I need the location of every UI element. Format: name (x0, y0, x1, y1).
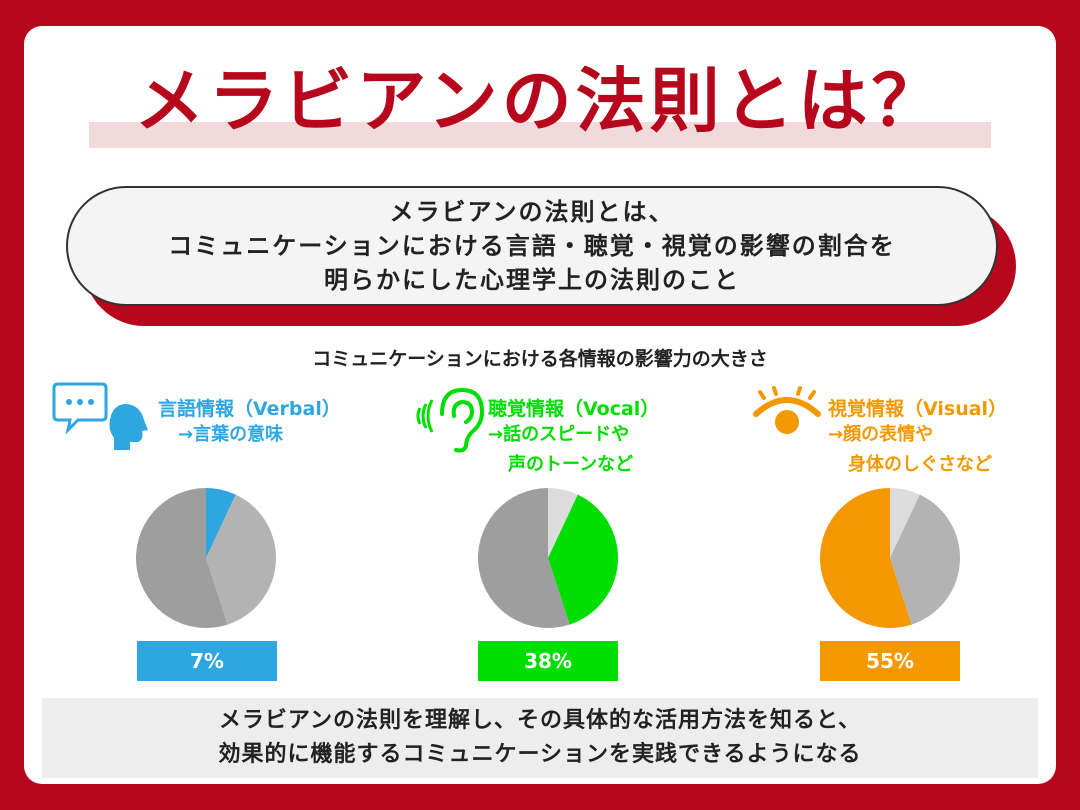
conclusion-box: メラビアンの法則を理解し、その具体的な活用方法を知ると、 効果的に機能するコミュ… (42, 698, 1038, 778)
pie-slice-0-0 (206, 488, 236, 558)
verbal-percent-label: 7% (137, 641, 277, 681)
vocal-description-line-1: →話のスピードや (488, 424, 630, 445)
visual-pie-chart (820, 488, 960, 628)
vocal-title: 聴覚情報（Vocal） (488, 398, 660, 420)
speech-bubble-head-icon (52, 382, 148, 450)
chart-title: コミュニケーションにおける各情報の影響力の大きさ (312, 348, 768, 370)
vocal-percent-label: 38% (478, 641, 618, 681)
pie-slice-0-2 (135, 488, 228, 628)
vocal-pie-chart (477, 488, 618, 628)
conclusion-line-1: メラビアンの法則を理解し、その具体的な活用方法を知ると、 (218, 708, 862, 733)
verbal-description: →言葉の意味 (178, 424, 284, 445)
visual-title: 視覚情報（Visual） (828, 398, 1008, 420)
ear-icon (416, 387, 485, 453)
pie-slice-2-1 (890, 494, 960, 625)
page-title: メラビアンの法則とは？ (134, 60, 946, 142)
pie-slice-1-2 (477, 488, 570, 628)
eye-icon (753, 386, 821, 434)
definition-line-1: メラビアンの法則とは、 (389, 198, 675, 226)
definition-box: メラビアンの法則とは、 コミュニケーションにおける言語・聴覚・視覚の影響の割合を… (66, 186, 998, 306)
vocal-description-line-2: 声のトーンなど (508, 454, 634, 475)
pie-slice-0-1 (206, 494, 276, 625)
conclusion-line-2: 効果的に機能するコミュニケーションを実践できるようになる (218, 742, 862, 767)
visual-description-line-1: →顔の表情や (828, 424, 934, 445)
title-highlight-band (89, 122, 991, 148)
pie-slice-2-0 (890, 488, 920, 558)
pie-slice-1-1 (548, 494, 618, 625)
visual-percent-label: 55% (820, 641, 960, 681)
pie-slice-2-2 (820, 488, 912, 628)
definition-line-3: 明らかにした心理学上の法則のこと (324, 266, 740, 294)
verbal-pie-chart (135, 488, 276, 628)
visual-description-line-2: 身体のしぐさなど (848, 454, 992, 475)
pie-slice-1-0 (548, 488, 578, 558)
definition-line-2: コミュニケーションにおける言語・聴覚・視覚の影響の割合を (168, 232, 896, 260)
verbal-title: 言語情報（Verbal） (158, 398, 341, 420)
